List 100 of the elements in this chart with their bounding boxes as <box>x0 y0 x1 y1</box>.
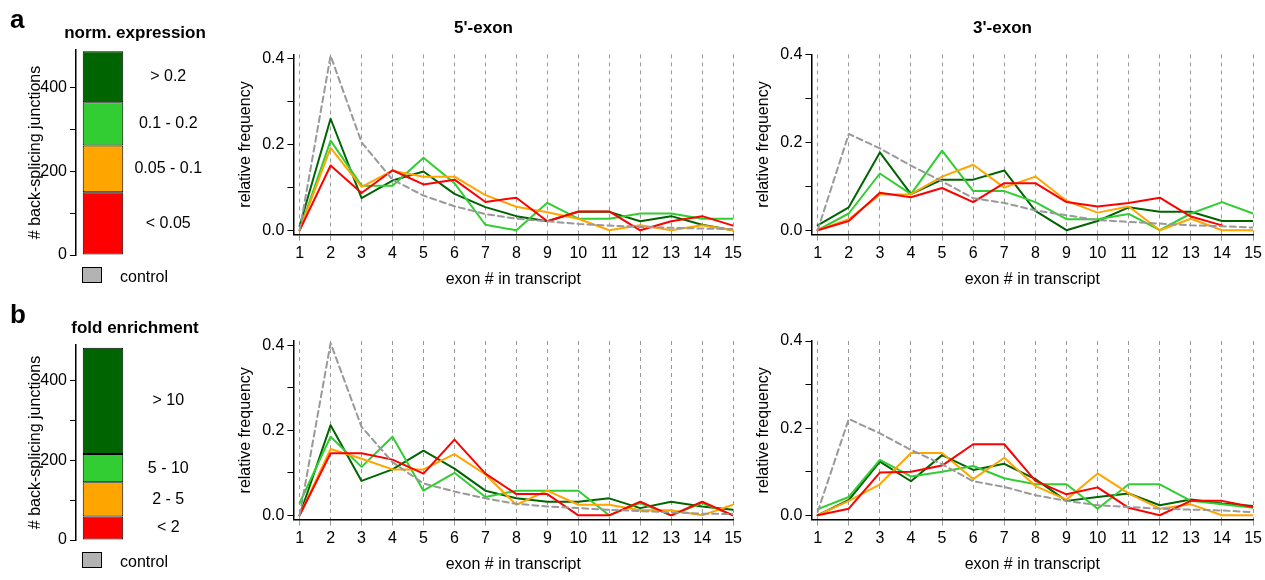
x-tick-label: 10 <box>569 243 588 261</box>
x-tick-label: 14 <box>693 528 712 546</box>
x-tick-label: 2 <box>844 243 854 261</box>
x-tick-label: 5 <box>937 528 947 546</box>
text: control <box>120 553 169 570</box>
x-tick-label: 6 <box>968 243 978 261</box>
x-tick-label: 4 <box>906 528 916 546</box>
x-tick-label: 5 <box>937 243 947 261</box>
series-label: > 0.2 <box>150 67 187 85</box>
x-tick-label: 14 <box>1213 243 1231 261</box>
y-tick-label: 0.0 <box>262 505 285 523</box>
x-tick-label: 4 <box>906 243 916 261</box>
chart-title: 3'-exon <box>973 17 1032 37</box>
x-tick-label: 10 <box>1088 243 1107 261</box>
x-tick-label: 15 <box>724 243 743 261</box>
x-tick-label: 12 <box>631 243 650 261</box>
y-axis-title: relative frequency <box>236 81 254 208</box>
text: a <box>10 4 25 34</box>
x-tick-label: 15 <box>1244 243 1263 261</box>
x-tick-label: 7 <box>999 243 1009 261</box>
x-tick-label: 2 <box>844 528 854 546</box>
y-tick-label: 0.0 <box>780 505 803 523</box>
series-label: 5 - 10 <box>147 458 189 476</box>
x-axis-title: exon # in transcript <box>964 554 1101 572</box>
x-tick-label: 8 <box>511 528 521 546</box>
x-tick-label: 14 <box>693 243 712 261</box>
x-tick-label: 13 <box>662 243 681 261</box>
x-axis-title: exon # in transcript <box>964 269 1101 287</box>
series-label: 2 - 5 <box>152 489 185 507</box>
y-tick-label: 0.2 <box>262 420 285 438</box>
series-label: 0.1 - 0.2 <box>138 114 198 132</box>
x-tick-label: 3 <box>357 243 367 261</box>
text: b <box>10 299 26 329</box>
y-tick-label: 0.0 <box>262 220 285 238</box>
y-tick-label: 0.0 <box>780 220 803 238</box>
x-tick-label: 1 <box>295 528 305 546</box>
x-tick-label: 15 <box>724 528 743 546</box>
series-label: > 10 <box>152 391 185 409</box>
text: control <box>120 268 169 285</box>
text: < 2 <box>156 518 180 536</box>
x-tick-label: 9 <box>1062 243 1072 261</box>
x-tick-label: 6 <box>968 528 978 546</box>
y-tick-label: 0.4 <box>262 49 285 67</box>
y-tick-label: 0.2 <box>262 134 285 152</box>
x-tick-label: 7 <box>480 243 490 261</box>
x-tick-label: 8 <box>511 243 521 261</box>
x-tick-label: 7 <box>480 528 490 546</box>
x-tick-label: 10 <box>1088 528 1107 546</box>
x-tick-label: 1 <box>813 243 823 261</box>
x-tick-label: 11 <box>600 243 618 261</box>
x-tick-label: 8 <box>1030 528 1040 546</box>
x-tick-label: 11 <box>1120 528 1138 546</box>
y-axis-title: relative frequency <box>754 81 772 208</box>
x-tick-label: 3 <box>875 528 885 546</box>
x-tick-label: 7 <box>999 528 1009 546</box>
x-tick-label: 8 <box>1030 243 1040 261</box>
x-tick-label: 12 <box>1150 528 1169 546</box>
y-axis-title: relative frequency <box>236 367 254 494</box>
x-tick-label: 12 <box>1150 243 1169 261</box>
x-tick-label: 9 <box>1062 528 1072 546</box>
series-label: 0.05 - 0.1 <box>134 159 203 177</box>
x-tick-label: 1 <box>295 243 305 261</box>
x-tick-label: 1 <box>813 528 823 546</box>
line-series <box>298 342 734 517</box>
x-tick-label: 10 <box>569 528 588 546</box>
x-tick-label: 13 <box>662 528 681 546</box>
y-tick-label: 0 <box>58 245 68 263</box>
y-tick-label: 0.2 <box>780 132 803 150</box>
x-tick-label: 4 <box>388 528 398 546</box>
x-tick-label: 2 <box>326 528 336 546</box>
x-tick-label: 5 <box>419 528 429 546</box>
x-tick-label: 15 <box>1244 528 1263 546</box>
x-axis-title: exon # in transcript <box>445 554 582 572</box>
x-tick-label: 6 <box>449 243 459 261</box>
x-tick-label: 3 <box>357 528 367 546</box>
x-tick-label: 9 <box>542 528 552 546</box>
y-tick-label: 0.4 <box>262 335 285 353</box>
x-tick-label: 2 <box>326 243 336 261</box>
y-tick-label: 0.4 <box>780 331 803 349</box>
x-tick-label: 11 <box>1120 243 1138 261</box>
x-tick-label: 14 <box>1213 528 1231 546</box>
x-tick-label: 6 <box>449 528 459 546</box>
y-tick-label: 0.2 <box>780 418 803 436</box>
x-tick-label: 5 <box>419 243 429 261</box>
y-tick-label: 0.4 <box>780 44 803 62</box>
x-tick-label: 13 <box>1182 528 1200 546</box>
y-tick-label: 0 <box>58 530 68 548</box>
chart-title: fold enrichment <box>71 318 200 337</box>
x-axis-title: exon # in transcript <box>445 269 582 287</box>
x-tick-label: 11 <box>600 528 618 546</box>
chart-title: 5'-exon <box>454 17 513 37</box>
x-tick-label: 3 <box>875 243 885 261</box>
x-tick-label: 13 <box>1182 243 1200 261</box>
x-tick-label: 12 <box>631 528 650 546</box>
x-tick-label: 4 <box>388 243 398 261</box>
line-series <box>298 54 734 232</box>
series-label: < 0.05 <box>145 213 191 231</box>
x-tick-label: 9 <box>542 243 552 261</box>
chart-title: norm. expression <box>64 23 206 42</box>
y-axis-title: relative frequency <box>754 367 772 494</box>
